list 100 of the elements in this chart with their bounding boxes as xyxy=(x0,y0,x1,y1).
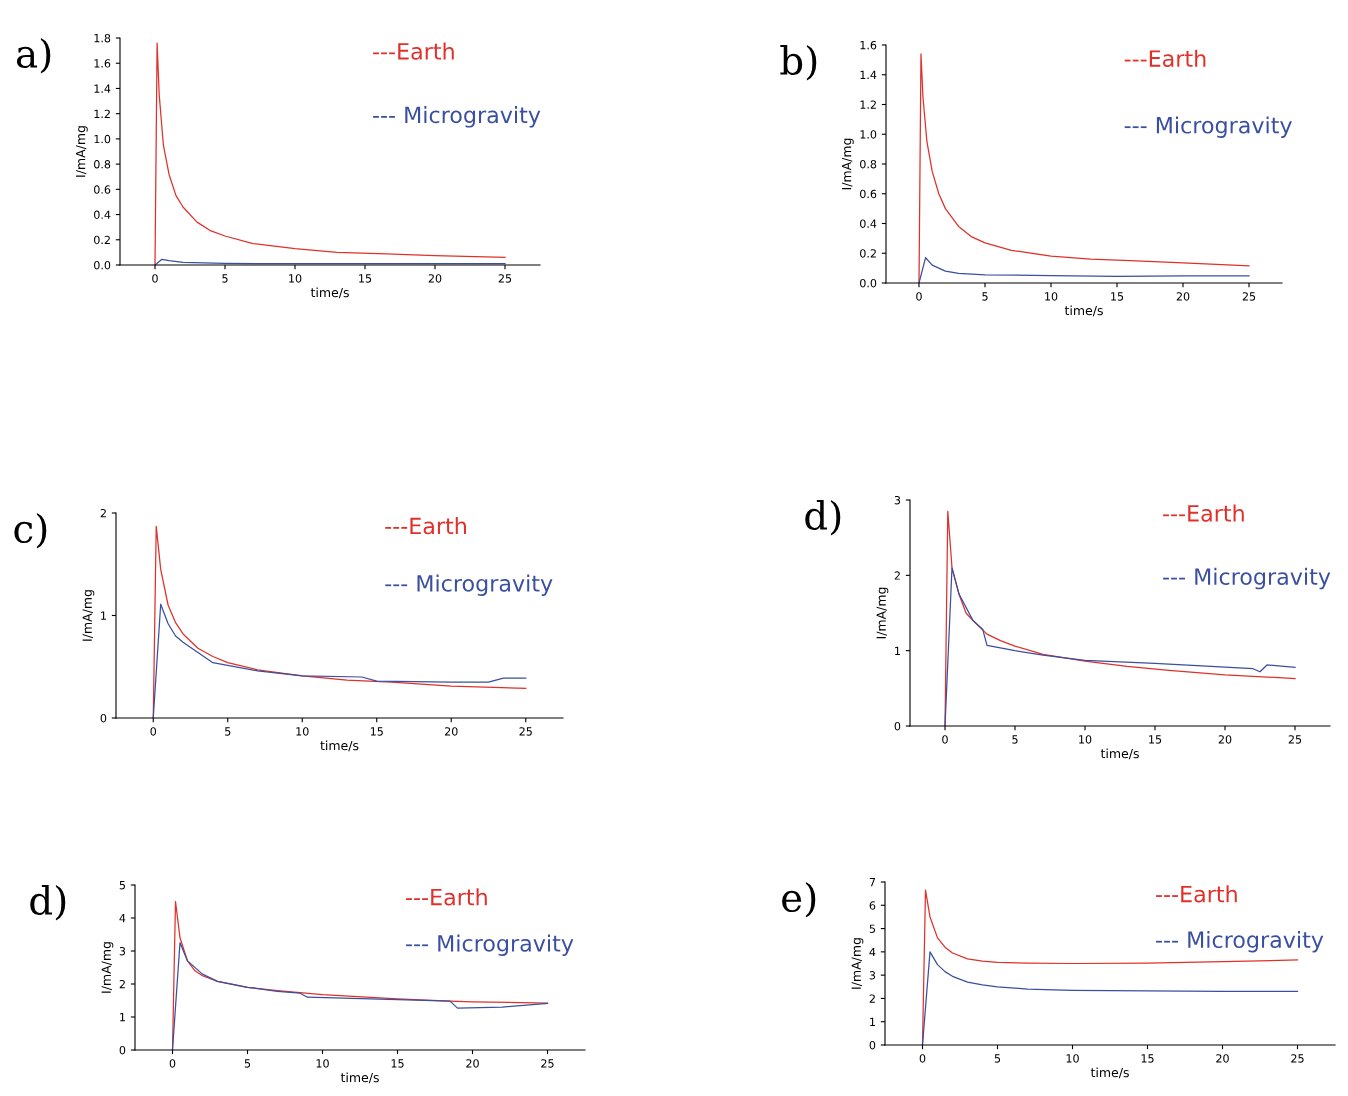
x-axis-title: time/s xyxy=(340,1072,379,1084)
y-axis-title: I/mA/mg xyxy=(76,126,88,177)
y-tick-label: 3 xyxy=(119,946,126,956)
text: --- Microgravity xyxy=(373,106,541,128)
line-series xyxy=(918,257,1250,283)
y-tick-label: 4 xyxy=(869,947,876,957)
y-tick-label: 7 xyxy=(869,878,876,887)
x-tick-label: 20 xyxy=(1216,1054,1229,1063)
y-tick-label: 1.6 xyxy=(860,40,877,50)
x-tick-label: 25 xyxy=(498,274,512,283)
x-tick-label: 0 xyxy=(150,727,157,736)
x-tick-label: 0 xyxy=(942,735,948,744)
x-tick-label: 15 xyxy=(391,1059,404,1068)
y-axis-title: I/mA/mg xyxy=(876,587,889,639)
x-axis-title: time/s xyxy=(1064,305,1103,317)
x-tick-label: 20 xyxy=(1218,735,1232,744)
y-tick-label: 0.4 xyxy=(860,219,877,228)
y-tick-label: 0.0 xyxy=(94,260,111,270)
x-tick-label: 0 xyxy=(919,1054,926,1063)
text: --- Microgravity xyxy=(385,574,553,597)
y-tick-label: 0.8 xyxy=(94,160,111,169)
x-axis-title: time/s xyxy=(310,287,349,299)
y-axis-title: I/mA/mg xyxy=(851,938,864,989)
y-tick-label: 1 xyxy=(870,1017,875,1026)
x-tick-label: 5 xyxy=(1012,735,1018,744)
text: --- Microgravity xyxy=(1124,116,1292,138)
y-tick-label: 1.2 xyxy=(860,100,876,109)
x-tick-label: 15 xyxy=(370,727,383,736)
x-tick-label: 15 xyxy=(359,274,372,283)
y-tick-label: 0.2 xyxy=(860,249,876,258)
x-tick-label: 20 xyxy=(444,727,458,736)
x-tick-label: 25 xyxy=(1242,292,1256,301)
x-tick-label: 5 xyxy=(982,292,988,301)
y-tick-label: 1.4 xyxy=(860,70,877,79)
x-tick-label: 25 xyxy=(1291,1054,1304,1063)
x-tick-label: 10 xyxy=(1079,735,1092,744)
x-tick-label: 5 xyxy=(994,1054,1001,1063)
y-tick-label: 1 xyxy=(895,646,900,655)
text: ---Earth xyxy=(406,888,487,906)
x-tick-label: 10 xyxy=(296,727,309,736)
y-axis-title: I/mA/mg xyxy=(82,590,95,641)
x-tick-label: 25 xyxy=(541,1059,554,1068)
y-tick-label: 0.0 xyxy=(860,278,877,288)
y-tick-label: 3 xyxy=(894,495,901,505)
y-tick-label: 6 xyxy=(869,901,876,910)
y-tick-label: 2 xyxy=(100,508,106,518)
x-tick-label: 20 xyxy=(466,1059,479,1068)
text: ---Earth xyxy=(373,42,454,60)
y-tick-label: 3 xyxy=(869,971,876,980)
x-tick-label: 10 xyxy=(289,274,302,283)
y-tick-label: 1.6 xyxy=(94,59,111,68)
x-tick-label: 0 xyxy=(916,292,922,301)
text: ---Earth xyxy=(385,517,466,535)
x-tick-label: 0 xyxy=(152,274,158,283)
chart-title: d) xyxy=(805,500,841,536)
x-axis-title: time/s xyxy=(1100,748,1139,760)
chart-title: b) xyxy=(780,45,817,81)
chart-title: a) xyxy=(16,38,51,74)
y-tick-label: 2 xyxy=(894,571,900,580)
x-axis-title: time/s xyxy=(1090,1067,1129,1079)
y-tick-label: 4 xyxy=(119,914,126,923)
text: --- Microgravity xyxy=(1163,567,1331,590)
x-tick-label: 10 xyxy=(1045,292,1058,301)
x-tick-label: 20 xyxy=(428,274,442,283)
series-label: --- Microgravity xyxy=(1156,930,1324,953)
chart-title: d) xyxy=(30,885,66,921)
x-tick-label: 0 xyxy=(169,1059,176,1068)
y-tick-label: 0 xyxy=(100,713,107,723)
y-tick-label: 1.2 xyxy=(94,109,110,118)
chart-title: c) xyxy=(14,513,47,549)
x-tick-label: 15 xyxy=(1141,1054,1154,1063)
chart-title: e) xyxy=(782,882,816,918)
y-tick-label: 1 xyxy=(120,1013,125,1022)
y-tick-label: 0.6 xyxy=(94,185,111,194)
x-tick-label: 20 xyxy=(1176,292,1190,301)
y-tick-label: 1.0 xyxy=(94,134,111,144)
y-tick-label: 0 xyxy=(119,1045,126,1055)
text: ---Earth xyxy=(1156,885,1237,903)
x-tick-label: 25 xyxy=(519,727,532,736)
y-tick-label: 0.4 xyxy=(94,210,111,219)
y-tick-label: 5 xyxy=(119,881,125,890)
y-tick-label: 0.6 xyxy=(860,189,877,199)
y-tick-label: 0.8 xyxy=(860,159,877,169)
y-tick-label: 1 xyxy=(101,611,106,620)
y-tick-label: 1.8 xyxy=(94,33,111,43)
y-tick-label: 2 xyxy=(119,979,125,989)
x-tick-label: 25 xyxy=(1288,735,1302,744)
x-tick-label: 15 xyxy=(1149,735,1162,744)
y-tick-label: 5 xyxy=(869,924,875,933)
x-tick-label: 5 xyxy=(225,727,231,736)
line-series xyxy=(152,603,527,718)
y-tick-label: 2 xyxy=(869,994,875,1003)
y-tick-label: 0 xyxy=(869,1040,876,1050)
x-tick-label: 10 xyxy=(1066,1054,1079,1063)
y-tick-label: 1.4 xyxy=(94,84,111,93)
series-label: --- Microgravity xyxy=(406,934,574,957)
text: ---Earth xyxy=(1124,49,1206,67)
x-tick-label: 15 xyxy=(1111,292,1124,301)
y-tick-label: 0.2 xyxy=(94,235,110,245)
x-tick-label: 5 xyxy=(244,1059,251,1068)
